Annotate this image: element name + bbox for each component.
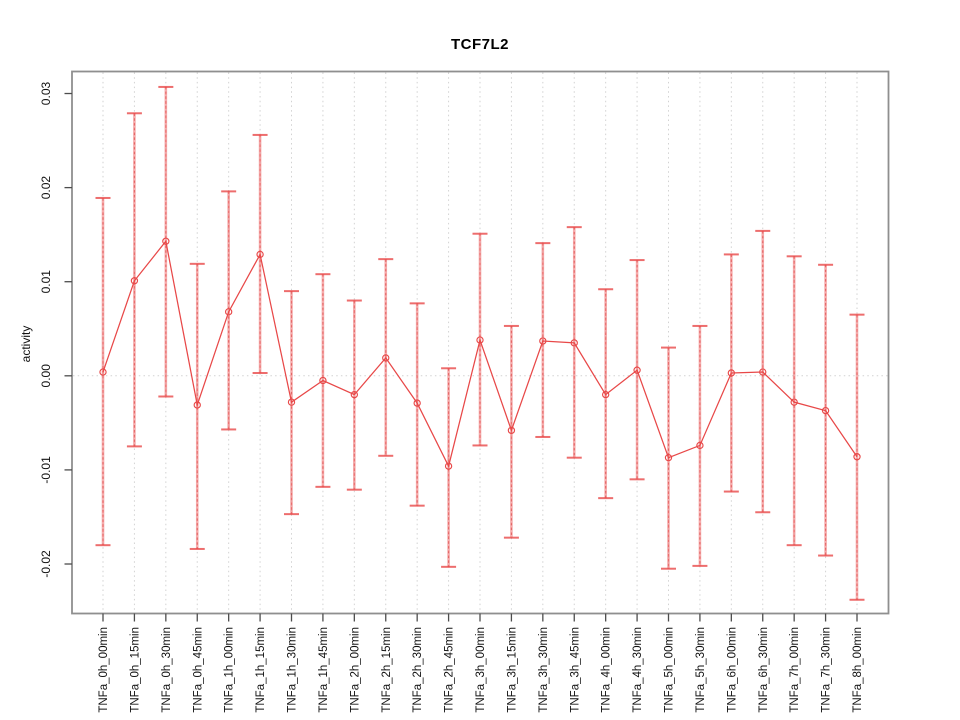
data-point-marker	[413, 399, 421, 407]
data-point-markers	[99, 237, 861, 470]
series-polyline	[102, 239, 858, 468]
x-tick-label: TNFa_4h_00min	[601, 627, 613, 713]
data-point-marker	[853, 453, 861, 461]
y-tick-label: 0.00	[39, 364, 53, 388]
x-tick-label: TNFa_2h_30min	[412, 627, 424, 713]
x-tick-label: TNFa_1h_30min	[287, 627, 299, 713]
x-tick-label: TNFa_0h_00min	[98, 627, 110, 713]
data-point-marker	[759, 368, 767, 376]
data-point-marker	[162, 237, 170, 245]
x-tick-label: TNFa_4h_30min	[632, 627, 644, 713]
x-tick-label: TNFa_0h_15min	[129, 627, 141, 713]
x-tick-label: TNFa_6h_30min	[758, 627, 770, 713]
data-point-marker	[319, 376, 327, 385]
y-tick-labels: 0.03 0.02 0.01 0.00 -0.01 -0.02	[39, 82, 53, 578]
data-point-marker	[476, 336, 484, 344]
data-point-marker	[727, 369, 736, 377]
data-point-marker	[821, 406, 830, 415]
x-tick-label: TNFa_1h_00min	[224, 627, 236, 713]
x-tick-label: TNFa_0h_30min	[161, 627, 173, 713]
data-point-marker	[601, 390, 610, 399]
data-point-marker	[664, 453, 673, 462]
x-tick-label: TNFa_3h_15min	[506, 627, 518, 713]
data-point-marker	[382, 354, 390, 362]
x-tick-label: TNFa_7h_00min	[789, 627, 801, 713]
data-point-marker	[790, 398, 798, 406]
x-tick-labels: TNFa_0h_00min TNFa_0h_15min TNFa_0h_30min T…	[98, 627, 864, 713]
data-point-marker	[350, 390, 359, 399]
data-point-marker	[507, 426, 516, 435]
x-axis-ticks	[102, 613, 858, 622]
x-tick-label: TNFa_2h_15min	[381, 627, 393, 713]
x-tick-label: TNFa_5h_30min	[695, 627, 707, 713]
x-tick-label: TNFa_3h_45min	[569, 627, 581, 713]
data-point-marker	[224, 308, 233, 316]
x-tick-label: TNFa_2h_00min	[349, 627, 361, 713]
x-tick-label: TNFa_1h_15min	[255, 627, 267, 713]
x-tick-label: TNFa_1h_45min	[318, 627, 330, 713]
y-axis-ticks	[64, 92, 72, 565]
y-tick-label: 0.01	[39, 270, 53, 294]
data-point-marker	[570, 339, 578, 347]
data-point-marker	[99, 368, 107, 376]
data-point-marker	[130, 277, 139, 285]
y-tick-label: 0.03	[39, 82, 53, 106]
series-line	[102, 239, 858, 468]
x-tick-label: TNFa_6h_00min	[726, 627, 738, 713]
data-point-marker	[539, 337, 547, 345]
data-point-marker	[633, 366, 641, 374]
chart-title: TCF7L2	[450, 36, 509, 53]
y-tick-label: -0.02	[39, 550, 53, 578]
data-point-marker	[256, 250, 264, 259]
x-tick-label: TNFa_8h_00min	[852, 627, 864, 713]
data-point-marker	[287, 398, 296, 406]
data-point-marker	[444, 462, 453, 470]
data-point-marker	[193, 401, 201, 409]
x-tick-label: TNFa_2h_45min	[444, 627, 456, 713]
y-tick-label: 0.02	[39, 176, 53, 200]
x-tick-label: TNFa_3h_30min	[538, 627, 550, 713]
x-tick-label: TNFa_7h_30min	[821, 627, 833, 713]
y-tick-label: -0.01	[39, 456, 53, 484]
x-tick-label: TNFa_0h_45min	[192, 627, 204, 713]
x-tick-label: TNFa_5h_00min	[664, 627, 676, 713]
x-tick-label: TNFa_3h_00min	[475, 627, 487, 713]
data-point-marker	[696, 441, 704, 450]
